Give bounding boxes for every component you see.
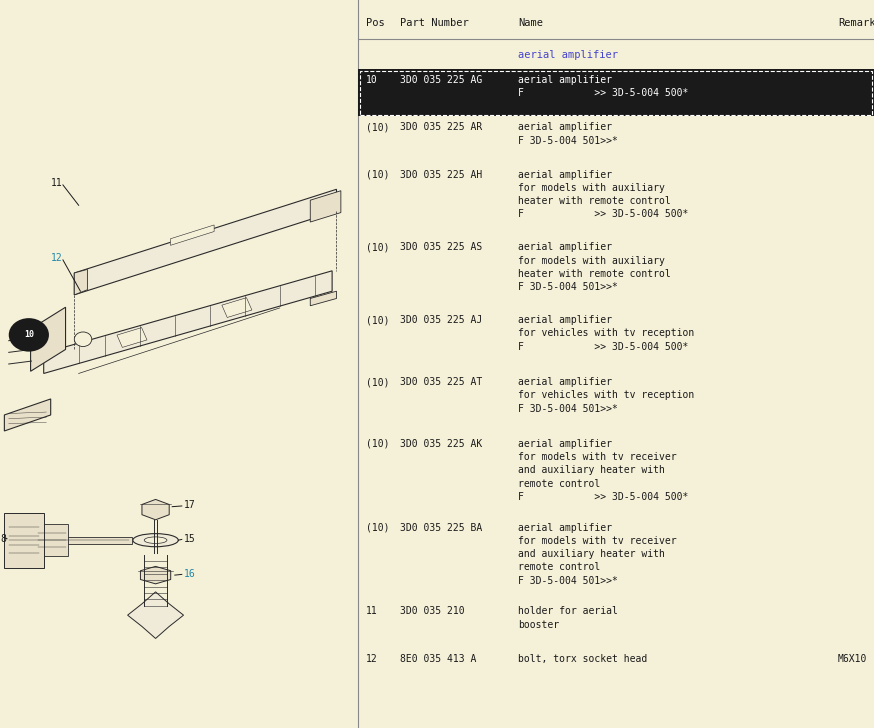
Bar xyxy=(360,71,872,115)
Text: 3D0 035 225 AT: 3D0 035 225 AT xyxy=(399,377,482,387)
Polygon shape xyxy=(4,513,44,568)
Text: aerial amplifier: aerial amplifier xyxy=(518,50,618,60)
Text: 17: 17 xyxy=(184,500,195,510)
Polygon shape xyxy=(4,399,51,431)
Text: 3D0 035 210: 3D0 035 210 xyxy=(399,606,464,617)
Bar xyxy=(0,0,358,728)
Text: (10): (10) xyxy=(366,315,390,325)
Text: 15: 15 xyxy=(184,534,195,544)
Text: 12: 12 xyxy=(51,253,62,264)
Text: Pos: Pos xyxy=(366,18,385,28)
Polygon shape xyxy=(310,291,336,306)
Text: (10): (10) xyxy=(366,523,390,533)
Text: 8E0 035 413 A: 8E0 035 413 A xyxy=(399,654,476,664)
Circle shape xyxy=(9,318,49,352)
Bar xyxy=(358,0,874,728)
Text: Name: Name xyxy=(518,18,544,28)
Text: 11: 11 xyxy=(366,606,378,617)
Polygon shape xyxy=(128,592,184,638)
Polygon shape xyxy=(310,191,341,222)
Text: 3D0 035 225 AS: 3D0 035 225 AS xyxy=(399,242,482,253)
Text: 8: 8 xyxy=(0,534,6,544)
Bar xyxy=(222,298,252,317)
Text: aerial amplifier
for vehicles with tv reception
F            >> 3D-5-004 500*: aerial amplifier for vehicles with tv re… xyxy=(518,315,695,352)
Text: (10): (10) xyxy=(366,439,390,449)
Text: 3D0 035 225 BA: 3D0 035 225 BA xyxy=(399,523,482,533)
Text: (10): (10) xyxy=(366,377,390,387)
Text: (10): (10) xyxy=(366,242,390,253)
Text: (10): (10) xyxy=(366,170,390,180)
Text: 3D0 035 225 AH: 3D0 035 225 AH xyxy=(399,170,482,180)
Text: bolt, torx socket head: bolt, torx socket head xyxy=(518,654,648,664)
Text: 3D0 035 225 AK: 3D0 035 225 AK xyxy=(399,439,482,449)
Text: aerial amplifier
for models with auxiliary
heater with remote control
F         : aerial amplifier for models with auxilia… xyxy=(518,170,689,219)
Text: (10): (10) xyxy=(366,122,390,132)
Text: aerial amplifier
F            >> 3D-5-004 500*: aerial amplifier F >> 3D-5-004 500* xyxy=(518,75,689,98)
Polygon shape xyxy=(141,566,170,584)
Text: aerial amplifier
for models with auxiliary
heater with remote control
F 3D-5-004: aerial amplifier for models with auxilia… xyxy=(518,242,671,292)
Text: 11: 11 xyxy=(51,178,62,189)
Bar xyxy=(358,69,874,116)
Text: holder for aerial
booster: holder for aerial booster xyxy=(518,606,618,630)
Text: 3D0 035 225 AR: 3D0 035 225 AR xyxy=(399,122,482,132)
Text: 10: 10 xyxy=(24,331,34,339)
Text: M6X10: M6X10 xyxy=(838,654,867,664)
Circle shape xyxy=(74,332,92,347)
Text: Remarks: Remarks xyxy=(838,18,874,28)
Text: 12: 12 xyxy=(366,654,378,664)
Polygon shape xyxy=(142,499,170,520)
Polygon shape xyxy=(35,524,68,556)
Text: aerial amplifier
for models with tv receiver
and auxiliary heater with
remote co: aerial amplifier for models with tv rece… xyxy=(518,439,689,502)
Text: 3D0 035 225 AJ: 3D0 035 225 AJ xyxy=(399,315,482,325)
Ellipse shape xyxy=(144,537,167,543)
Text: 3D0 035 225 AG: 3D0 035 225 AG xyxy=(399,75,482,85)
Polygon shape xyxy=(74,189,336,295)
Polygon shape xyxy=(170,225,214,245)
Ellipse shape xyxy=(133,534,178,547)
Text: aerial amplifier
F 3D-5-004 501>>*: aerial amplifier F 3D-5-004 501>>* xyxy=(518,122,618,146)
Polygon shape xyxy=(31,307,66,371)
Bar xyxy=(117,328,147,347)
Polygon shape xyxy=(4,537,132,544)
Polygon shape xyxy=(74,269,87,295)
Text: aerial amplifier
for models with tv receiver
and auxiliary heater with
remote co: aerial amplifier for models with tv rece… xyxy=(518,523,676,585)
Text: 16: 16 xyxy=(184,569,195,579)
Text: aerial amplifier
for vehicles with tv reception
F 3D-5-004 501>>*: aerial amplifier for vehicles with tv re… xyxy=(518,377,695,414)
Text: 10: 10 xyxy=(366,75,378,85)
Text: Part Number: Part Number xyxy=(399,18,468,28)
Polygon shape xyxy=(44,271,332,373)
